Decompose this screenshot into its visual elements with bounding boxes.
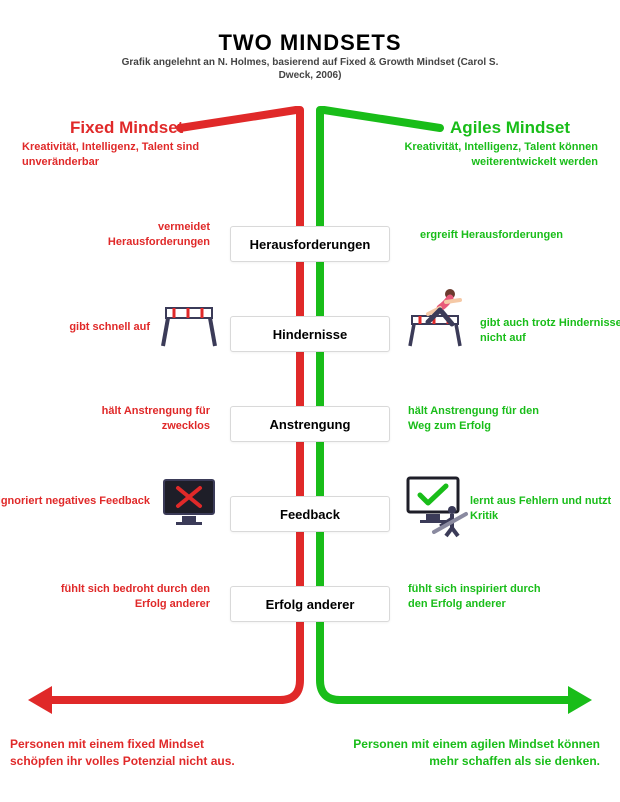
agile-row-text: fühlt sich inspiriert durch den Erfolg a… [408,582,563,613]
main-title: TWO MINDSETS [0,30,620,56]
category-box: Feedback [230,496,390,532]
agile-row-text: gibt auch trotz Hindernissen nicht auf [480,316,620,347]
category-box: Hindernisse [230,316,390,352]
fixed-conclusion: Personen mit einem fixed Mindset schöpfe… [10,736,260,770]
category-box: Herausforderungen [230,226,390,262]
fixed-row-text: ignoriert negatives Feedback [0,494,150,509]
agile-heading: Agiles Mindset [450,118,570,138]
category-box: Erfolg anderer [230,586,390,622]
subtitle: Grafik angelehnt an N. Holmes, basierend… [120,56,500,82]
category-box: Anstrengung [230,406,390,442]
agile-row-text: lernt aus Fehlern und nutzt Kritik [470,494,620,525]
fixed-desc: Kreativität, Intelligenz, Talent sind un… [22,140,222,171]
fixed-row-text: gibt schnell auf [0,320,150,335]
fixed-row-text: fühlt sich bedroht durch den Erfolg ande… [55,582,210,613]
fixed-row-text: vermeidet Herausforderungen [55,220,210,251]
agile-row-text: hält Anstrengung für den Weg zum Erfolg [408,404,563,435]
fixed-heading: Fixed Mindset [70,118,183,138]
agile-row-text: ergreift Herausforderungen [420,228,575,243]
agile-conclusion: Personen mit einem agilen Mindset können… [350,736,600,770]
fixed-row-text: hält Anstrengung für zwecklos [55,404,210,435]
agile-desc: Kreativität, Intelligenz, Talent können … [388,140,598,171]
